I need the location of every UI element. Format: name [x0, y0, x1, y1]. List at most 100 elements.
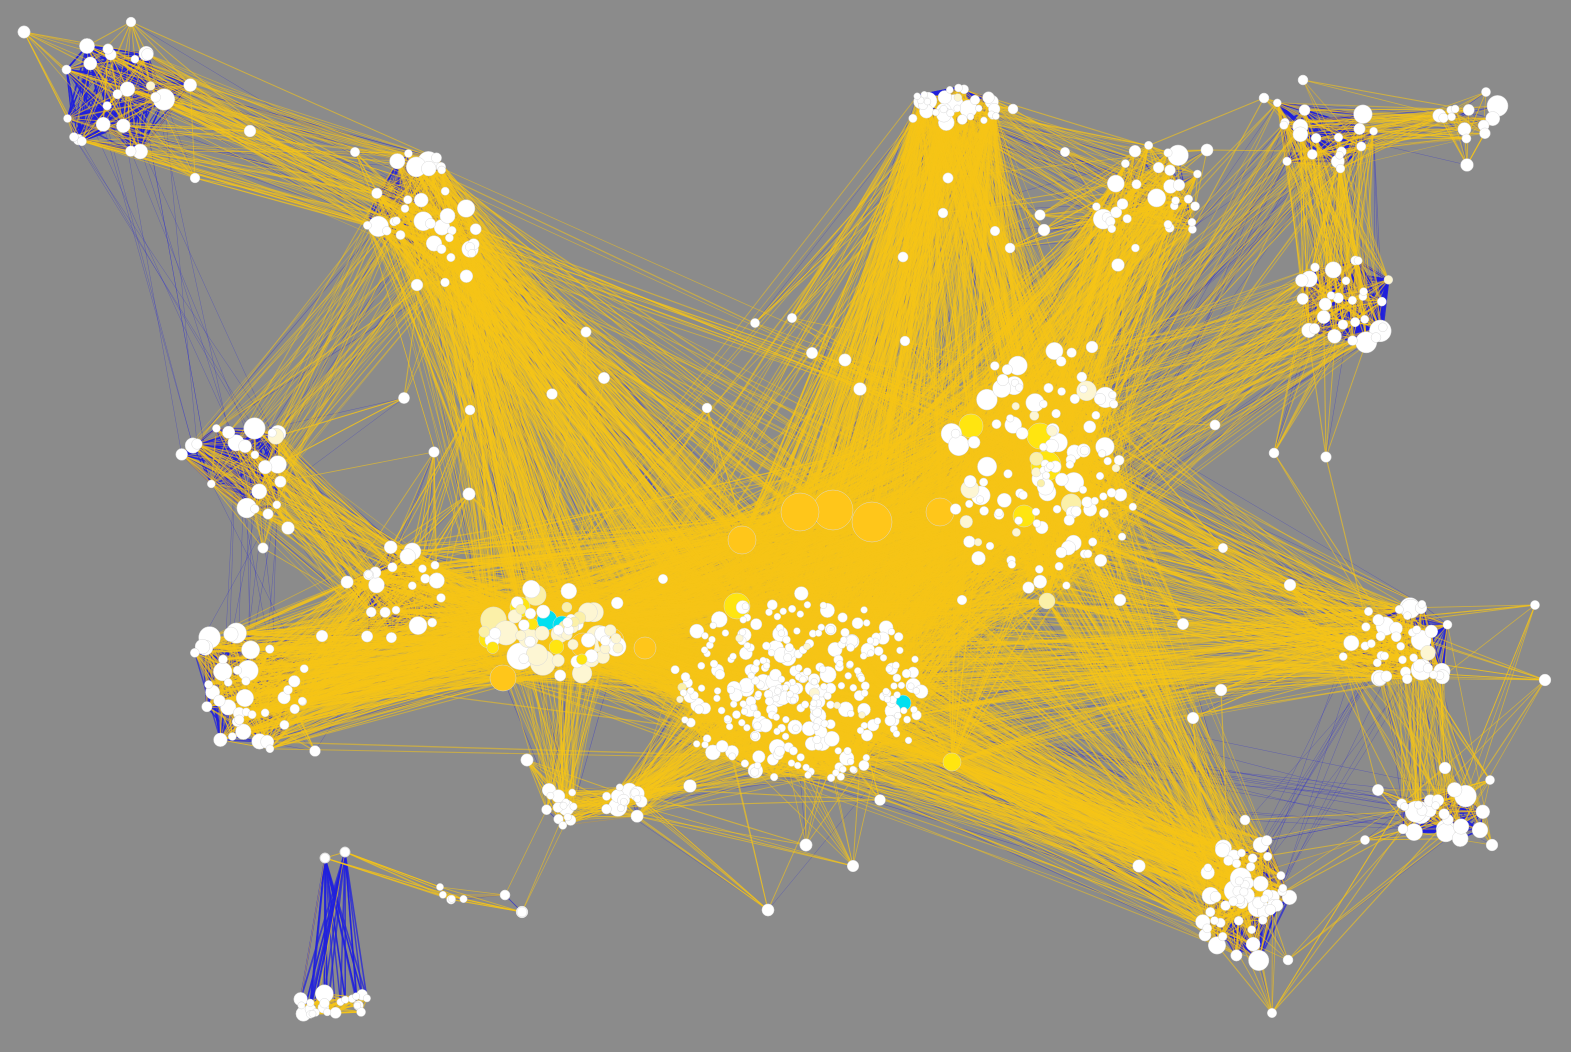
graph-node[interactable] [975, 104, 983, 112]
graph-node[interactable] [897, 251, 909, 263]
graph-node[interactable] [857, 675, 866, 683]
graph-node[interactable] [1485, 838, 1499, 852]
graph-node[interactable] [218, 654, 228, 665]
graph-node[interactable] [887, 628, 896, 636]
graph-node[interactable] [963, 475, 977, 488]
graph-node[interactable] [753, 659, 761, 667]
graph-node[interactable] [1060, 147, 1070, 157]
graph-node[interactable] [904, 736, 913, 745]
graph-node[interactable] [1046, 461, 1055, 470]
graph-node[interactable] [611, 596, 624, 610]
graph-node[interactable] [604, 624, 617, 637]
graph-node[interactable] [102, 43, 114, 55]
graph-node[interactable] [832, 769, 840, 777]
graph-node[interactable] [913, 92, 921, 100]
graph-node[interactable] [1429, 670, 1438, 680]
graph-node[interactable] [1091, 410, 1101, 420]
graph-node[interactable] [279, 720, 290, 730]
graph-node[interactable] [810, 699, 818, 707]
graph-node[interactable] [860, 681, 870, 691]
graph-node[interactable] [1431, 801, 1440, 810]
graph-node[interactable] [1530, 600, 1540, 610]
graph-node[interactable] [1268, 447, 1280, 459]
graph-node[interactable] [1103, 456, 1112, 466]
graph-node[interactable] [925, 497, 955, 527]
graph-node[interactable] [844, 672, 852, 680]
graph-node[interactable] [901, 668, 912, 679]
graph-node[interactable] [1055, 546, 1067, 559]
graph-node[interactable] [1210, 916, 1219, 925]
graph-node[interactable] [726, 685, 735, 694]
graph-node[interactable] [363, 221, 372, 230]
graph-node[interactable] [1203, 863, 1213, 872]
graph-node[interactable] [548, 639, 564, 655]
graph-node[interactable] [1188, 225, 1197, 234]
graph-node[interactable] [17, 25, 31, 39]
graph-node[interactable] [382, 226, 392, 236]
graph-node[interactable] [732, 710, 741, 719]
graph-node[interactable] [1360, 315, 1370, 324]
graph-node[interactable] [1457, 122, 1472, 136]
graph-node[interactable] [727, 525, 757, 555]
graph-node[interactable] [1147, 188, 1166, 208]
graph-node[interactable] [836, 660, 844, 668]
graph-node[interactable] [953, 93, 963, 102]
graph-node[interactable] [723, 714, 732, 723]
graph-node[interactable] [851, 617, 864, 630]
graph-node[interactable] [554, 669, 567, 682]
graph-node[interactable] [1364, 607, 1373, 616]
graph-node[interactable] [1414, 800, 1423, 810]
graph-node[interactable] [874, 794, 886, 806]
graph-node[interactable] [910, 706, 918, 714]
graph-node[interactable] [235, 689, 254, 707]
graph-node[interactable] [1347, 335, 1358, 346]
graph-node[interactable] [1278, 883, 1288, 893]
graph-node[interactable] [795, 664, 803, 672]
graph-node[interactable] [1007, 560, 1016, 569]
graph-node[interactable] [806, 347, 818, 359]
graph-node[interactable] [1247, 925, 1256, 934]
graph-node[interactable] [250, 450, 260, 460]
graph-node[interactable] [499, 889, 511, 901]
graph-node[interactable] [820, 719, 829, 728]
graph-node[interactable] [1402, 673, 1413, 685]
graph-node[interactable] [740, 707, 749, 716]
graph-node[interactable] [772, 713, 780, 721]
graph-node[interactable] [836, 772, 845, 781]
graph-node[interactable] [974, 538, 983, 547]
graph-node[interactable] [1108, 390, 1117, 400]
graph-node[interactable] [743, 724, 751, 732]
graph-node[interactable] [957, 114, 968, 125]
graph-node[interactable] [953, 104, 962, 113]
graph-node[interactable] [536, 604, 551, 619]
graph-node[interactable] [1218, 932, 1228, 942]
graph-node[interactable] [1187, 218, 1197, 227]
graph-node[interactable] [478, 626, 491, 638]
graph-node[interactable] [1308, 323, 1321, 335]
graph-node[interactable] [1200, 143, 1214, 157]
graph-node[interactable] [680, 672, 691, 682]
graph-node[interactable] [958, 413, 984, 439]
graph-node[interactable] [258, 460, 273, 475]
graph-node[interactable] [559, 801, 568, 810]
graph-node[interactable] [1333, 132, 1344, 142]
graph-node[interactable] [413, 192, 429, 208]
graph-node[interactable] [937, 90, 952, 105]
graph-node[interactable] [843, 746, 852, 755]
graph-node[interactable] [289, 703, 300, 715]
graph-node[interactable] [799, 675, 807, 683]
graph-node[interactable] [150, 92, 161, 103]
graph-node[interactable] [1232, 859, 1242, 869]
graph-node[interactable] [1031, 467, 1042, 478]
graph-node[interactable] [329, 1006, 342, 1019]
graph-node[interactable] [799, 838, 813, 852]
graph-node[interactable] [1264, 904, 1276, 916]
graph-node[interactable] [1116, 198, 1129, 210]
graph-node[interactable] [1031, 507, 1041, 516]
graph-node[interactable] [232, 665, 243, 675]
graph-node[interactable] [1015, 383, 1024, 392]
graph-node[interactable] [1398, 655, 1407, 665]
graph-node[interactable] [759, 656, 767, 665]
graph-node[interactable] [773, 727, 781, 736]
